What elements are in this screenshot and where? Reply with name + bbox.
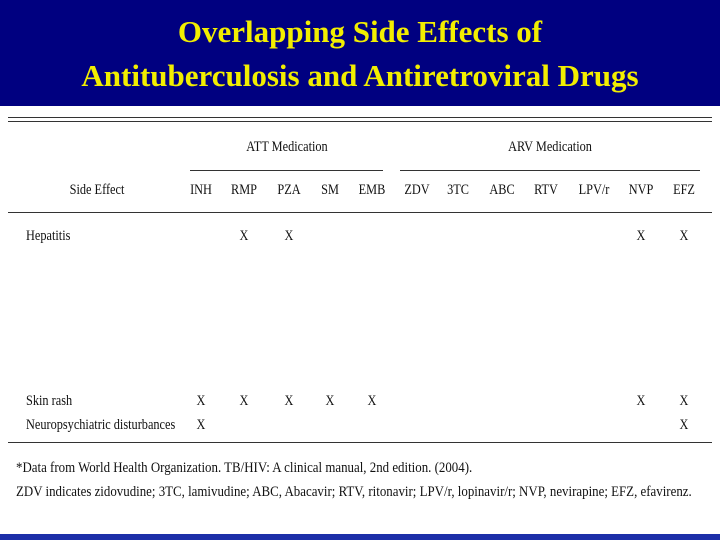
column-header: PZA [277,182,301,198]
cell-mark: X [636,393,646,409]
cell-mark: X [636,228,646,244]
column-header: INH [190,182,212,198]
column-header: EFZ [673,182,695,198]
rule [8,442,712,443]
cell-mark: X [239,228,249,244]
cell-mark: X [679,393,689,409]
rule [8,117,712,118]
column-header: NVP [628,182,654,198]
column-header: ZDV [404,182,430,198]
cell-mark: X [196,393,206,409]
column-header: LPV/r [578,182,610,198]
footnote: ZDV indicates zidovudine; 3TC, lamivudin… [16,484,692,500]
cell-mark: X [679,417,689,433]
cell-mark: X [367,393,377,409]
rule [8,121,712,122]
row-label: Hepatitis [26,228,71,244]
column-header: SM [321,182,339,198]
column-header: RMP [231,182,257,198]
cell-mark: X [325,393,335,409]
title-bar: Overlapping Side Effects of Antitubercul… [0,0,720,106]
cell-mark: X [239,393,249,409]
rule [190,170,383,171]
title: Overlapping Side Effects of [177,14,543,49]
cell-mark: X [284,228,294,244]
title: Antituberculosis and Antiretroviral Drug… [81,58,639,93]
group-header: ARV Medication [508,139,592,155]
column-header: ABC [489,182,515,198]
row-label: Neuropsychiatric disturbances [26,417,176,433]
rule [400,170,700,171]
group-header: ATT Medication [246,139,328,155]
column-header: Side Effect [69,182,125,198]
rule [8,212,712,213]
cell-mark: X [679,228,689,244]
column-header: EMB [358,182,386,198]
bottom-bar [0,534,720,540]
row-label: Skin rash [26,393,73,409]
column-header: 3TC [447,182,469,198]
cell-mark: X [284,393,294,409]
column-header: RTV [534,182,558,198]
cell-mark: X [196,417,206,433]
footnote: *Data from World Health Organization. TB… [16,460,473,476]
